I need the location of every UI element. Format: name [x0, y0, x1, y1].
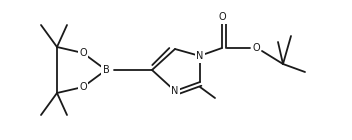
Text: N: N [196, 51, 204, 61]
Text: N: N [171, 86, 179, 96]
Text: B: B [103, 65, 109, 75]
Text: O: O [79, 82, 87, 92]
Text: O: O [218, 12, 226, 22]
Text: O: O [252, 43, 260, 53]
Text: O: O [79, 48, 87, 58]
